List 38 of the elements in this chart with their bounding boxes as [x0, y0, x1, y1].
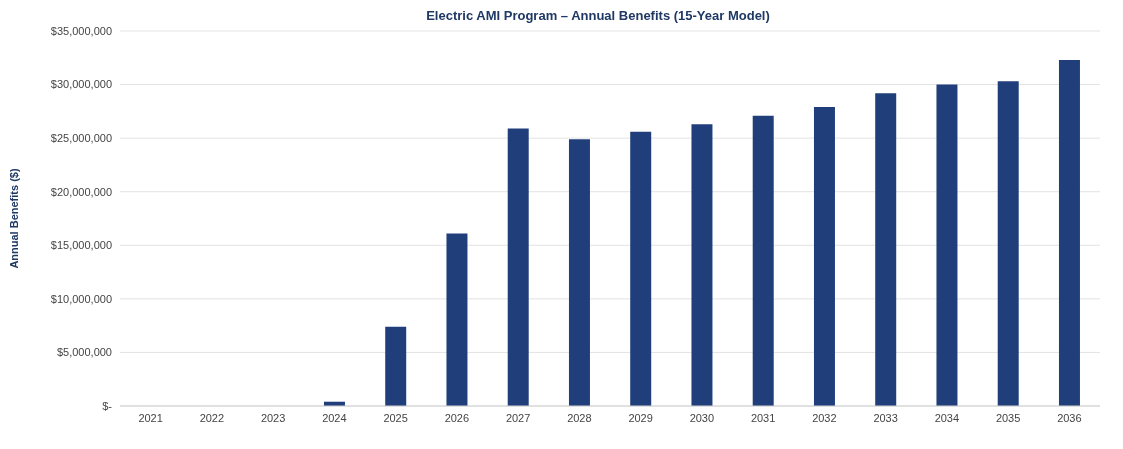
y-tick-label: $25,000,000 — [50, 132, 112, 145]
x-tick-label: 2026 — [444, 411, 470, 424]
x-tick-label: 2028 — [567, 411, 592, 424]
bar — [752, 115, 774, 406]
x-tick-label: 2034 — [934, 411, 960, 424]
bar — [691, 124, 713, 406]
x-tick-label: 2029 — [628, 411, 653, 424]
bar — [813, 107, 835, 406]
bar — [997, 81, 1019, 406]
x-tick-label: 2030 — [689, 411, 715, 424]
y-tick-label: $30,000,000 — [50, 78, 112, 91]
x-tick-label: 2036 — [1057, 411, 1082, 424]
x-tick-label: 2022 — [199, 411, 225, 424]
x-tick-label: 2031 — [750, 411, 776, 424]
y-tick-label: $20,000,000 — [50, 185, 112, 198]
bar — [1058, 59, 1080, 406]
x-tick-label: 2025 — [383, 411, 408, 424]
x-tick-label: 2021 — [138, 411, 163, 424]
y-tick-label: $- — [102, 399, 113, 412]
bar — [936, 84, 958, 406]
x-tick-label: 2024 — [322, 411, 347, 424]
bar — [446, 233, 468, 406]
y-tick-label: $10,000,000 — [50, 292, 112, 305]
bar — [630, 131, 652, 406]
x-tick-label: 2033 — [873, 411, 898, 424]
y-tick-label: $35,000,000 — [50, 24, 112, 37]
bar — [568, 139, 590, 406]
x-tick-label: 2027 — [505, 411, 531, 424]
y-tick-label: $15,000,000 — [50, 239, 112, 252]
x-tick-label: 2023 — [260, 411, 286, 424]
chart-title: Electric AMI Program – Annual Benefits (15-Year Model) — [425, 8, 771, 23]
y-tick-label: $5,000,000 — [56, 346, 112, 359]
y-axis-title: Annual Benefits ($) — [7, 168, 20, 269]
x-tick-label: 2035 — [995, 411, 1021, 424]
bar — [385, 326, 407, 406]
x-tick-label: 2032 — [812, 411, 837, 424]
bar — [875, 93, 897, 406]
bar — [507, 128, 529, 406]
